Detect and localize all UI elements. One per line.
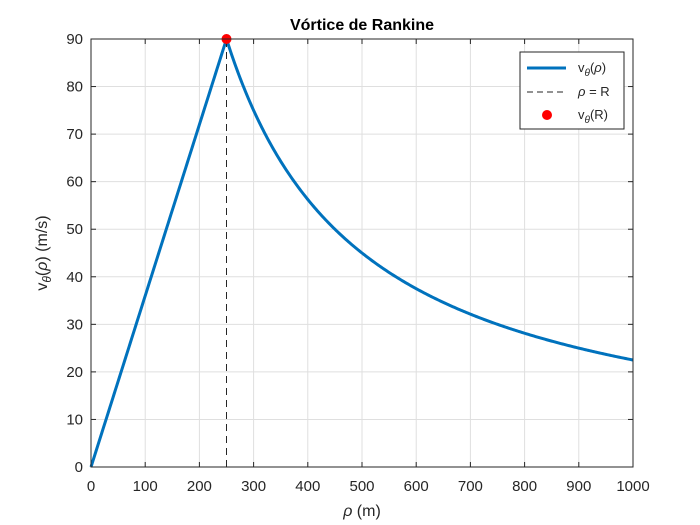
y-axis-label-unit: ) (m/s): [34, 215, 51, 261]
y-tick-label: 60: [66, 174, 83, 191]
x-tick-labels: 0 100 200 300 400 500 600 700 800 900 1000: [87, 478, 650, 495]
y-tick-label: 80: [66, 79, 83, 96]
x-tick-label: 400: [295, 478, 320, 495]
y-axis-label: vθ(ρ) (m/s): [34, 215, 54, 290]
x-tick-label: 800: [512, 478, 537, 495]
y-tick-label: 70: [66, 126, 83, 143]
y-axis-label-symbol: ρ: [34, 262, 51, 272]
x-tick-label: 900: [566, 478, 591, 495]
legend-swatch-max-point: [542, 110, 552, 120]
y-tick-label: 0: [75, 459, 83, 476]
y-tick-label: 20: [66, 364, 83, 381]
legend-box: [519, 51, 625, 130]
x-tick-label: 500: [349, 478, 374, 495]
x-tick-label: 0: [87, 478, 95, 495]
y-tick-label: 90: [66, 31, 83, 48]
chart-title: Vórtice de Rankine: [290, 17, 434, 34]
legend-velocity-close: ): [602, 60, 606, 75]
y-tick-label: 40: [66, 269, 83, 286]
legend-max-prefix: v: [578, 107, 585, 122]
legend-velocity-open: (: [590, 60, 595, 75]
y-axis-label-prefix: v: [34, 283, 51, 291]
y-tick-labels: 0 10 20 30 40 50 60 70 80 90: [66, 31, 83, 476]
x-tick-label: 100: [133, 478, 158, 495]
y-tick-label: 30: [66, 316, 83, 333]
y-tick-label: 10: [66, 411, 83, 428]
x-tick-label: 600: [404, 478, 429, 495]
x-tick-label: 700: [458, 478, 483, 495]
x-tick-label: 1000: [616, 478, 649, 495]
y-tick-label: 50: [66, 221, 83, 238]
legend-velocity-prefix: v: [578, 60, 585, 75]
legend: vθ(ρ) ρ = R vθ(R): [519, 51, 625, 130]
x-axis-label-symbol: ρ: [342, 503, 352, 520]
y-axis-label-subscript: θ: [40, 276, 54, 283]
y-axis-label-open: (: [34, 270, 51, 276]
legend-entry-radius: ρ = R: [577, 84, 610, 99]
x-tick-label: 300: [241, 478, 266, 495]
legend-entry-velocity: vθ(ρ): [578, 60, 606, 79]
series-velocity-line: [89, 37, 634, 468]
tick-marks: [90, 38, 634, 468]
legend-max-rest: (R): [590, 107, 608, 122]
legend-radius-rest: = R: [585, 84, 609, 99]
legend-radius-symbol: ρ: [577, 84, 586, 99]
x-tick-label: 200: [187, 478, 212, 495]
legend-entry-max-point: vθ(R): [578, 107, 608, 126]
legend-velocity-subscript: θ: [585, 68, 591, 79]
x-axis-label-unit: (m): [352, 503, 380, 520]
legend-max-subscript: θ: [585, 115, 591, 126]
legend-velocity-symbol: ρ: [593, 60, 602, 75]
x-axis-label: ρ (m): [342, 503, 381, 520]
